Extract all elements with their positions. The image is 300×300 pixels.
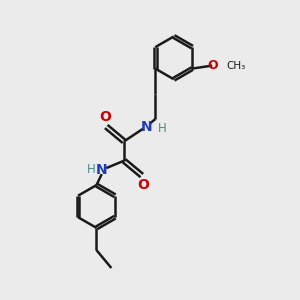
Text: O: O <box>207 59 217 72</box>
Text: CH₃: CH₃ <box>226 61 246 70</box>
Text: O: O <box>137 178 149 192</box>
Text: H: H <box>86 163 95 176</box>
Text: N: N <box>140 119 152 134</box>
Text: O: O <box>99 110 111 124</box>
Text: H: H <box>158 122 166 135</box>
Text: N: N <box>96 163 108 177</box>
